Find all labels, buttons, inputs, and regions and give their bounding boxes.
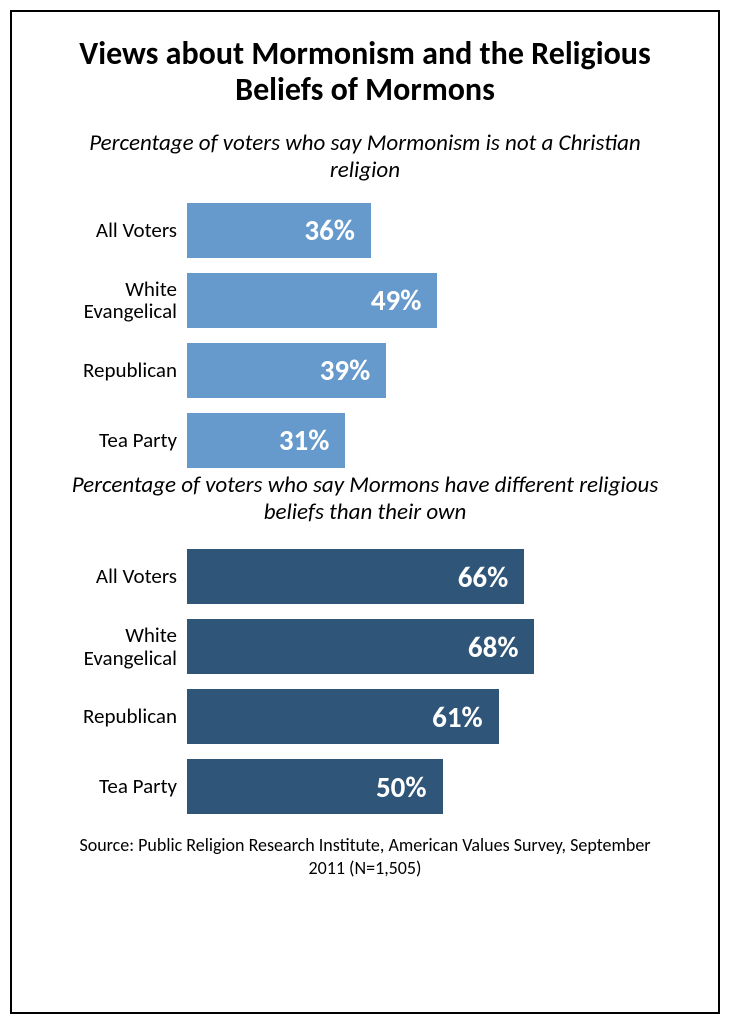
bar-value: 61% [432,699,483,735]
chart1-row: Republican 39% [32,343,698,398]
chart2-row: Republican 61% [32,689,698,744]
bar-value: 66% [458,559,509,595]
bar: 39% [187,343,386,398]
bar-track: 50% [187,759,698,814]
bar: 36% [187,203,371,258]
category-label: White Evangelical [32,624,187,669]
bar: 61% [187,689,499,744]
category-label: Republican [32,359,187,382]
bar: 66% [187,549,524,604]
chart2-row: Tea Party 50% [32,759,698,814]
chart1-subtitle: Percentage of voters who say Mormonism i… [58,130,672,185]
bar-value: 49% [371,282,422,318]
bar-value: 39% [320,352,371,388]
chart2-subtitle: Percentage of voters who say Mormons hav… [58,472,672,527]
bar: 68% [187,619,534,674]
category-label: Republican [32,705,187,728]
bar-value: 68% [468,629,519,665]
bar-track: 68% [187,619,698,674]
bar-value: 36% [304,212,355,248]
chart-frame: Views about Mormonism and the Religious … [10,10,720,1014]
bar-track: 61% [187,689,698,744]
chart1-row: All Voters 36% [32,203,698,258]
bar-value: 50% [376,769,427,805]
chart2-row: All Voters 66% [32,549,698,604]
chart1: All Voters 36% White Evangelical 49% Rep… [32,203,698,468]
bar: 49% [187,273,437,328]
category-label: All Voters [32,219,187,242]
category-label: All Voters [32,565,187,588]
chart1-row: Tea Party 31% [32,413,698,468]
bar-track: 49% [187,273,698,328]
category-label: White Evangelical [32,278,187,323]
chart-title: Views about Mormonism and the Religious … [54,36,676,108]
chart2: All Voters 66% White Evangelical 68% Rep… [32,549,698,814]
bar-value: 31% [279,422,330,458]
bar: 50% [187,759,443,814]
bar-track: 31% [187,413,698,468]
bar: 31% [187,413,345,468]
category-label: Tea Party [32,429,187,452]
page: Views about Mormonism and the Religious … [0,0,730,1024]
chart1-row: White Evangelical 49% [32,273,698,328]
source-note: Source: Public Religion Research Institu… [72,834,658,879]
bar-track: 36% [187,203,698,258]
category-label: Tea Party [32,775,187,798]
bar-track: 66% [187,549,698,604]
bar-track: 39% [187,343,698,398]
chart2-row: White Evangelical 68% [32,619,698,674]
